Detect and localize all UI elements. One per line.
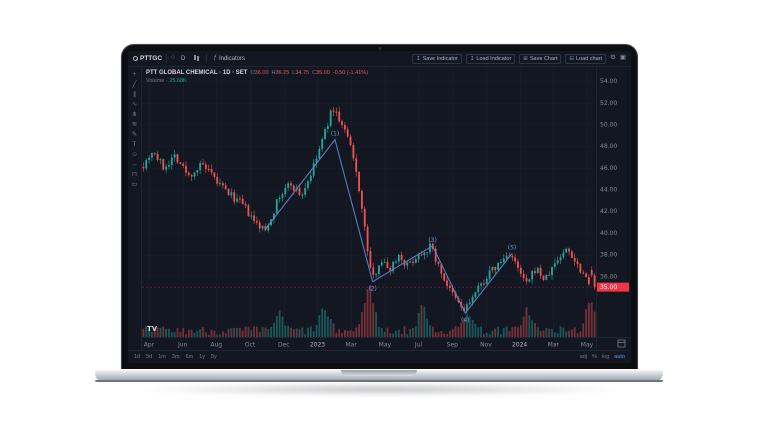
- indicators-button[interactable]: ƒ Indicators: [211, 54, 247, 63]
- laptop-base: [95, 369, 663, 382]
- top-toolbar: PTTGC ○ D ƒ Indicators ↧ Save Indicator ↥ L…: [128, 51, 631, 67]
- load-indicator-button[interactable]: ↥ Load Indicator: [465, 53, 516, 64]
- ohlc-close-label: C: [312, 70, 317, 76]
- laptop-screen: PTTGC ○ D ƒ Indicators ↧ Save Indicator ↥ L…: [121, 44, 638, 369]
- range-1y-button[interactable]: 1y: [199, 354, 205, 360]
- trading-app-window: PTTGC ○ D ƒ Indicators ↧ Save Indicator ↥ L…: [128, 51, 631, 363]
- interval-button[interactable]: D: [180, 55, 186, 62]
- chart-type-button[interactable]: [191, 53, 202, 65]
- load-indicator-icon: ↥: [469, 55, 475, 62]
- brush-tool-icon[interactable]: ✎: [131, 131, 138, 138]
- legend-ohlc-row: PTT GLOBAL CHEMICAL · 1D · SET O36.00 H3…: [146, 69, 368, 78]
- load-chart-button[interactable]: ⊟ Load chart: [565, 53, 607, 64]
- elliott-wave-tool-icon[interactable]: ∿: [131, 101, 138, 108]
- trash-tool-icon[interactable]: ▭: [131, 181, 138, 188]
- save-chart-button[interactable]: ⊞ Save Chart: [519, 53, 562, 64]
- range-5y-button[interactable]: 5y: [210, 354, 217, 360]
- toolbar-right-group: ↧ Save Indicator ↥ Load Indicator ⊞ Save Char…: [412, 53, 626, 64]
- price-change: -0.50 (-1.41%): [332, 70, 368, 76]
- ohlc-open-label: O: [250, 70, 255, 76]
- screenshot-icon[interactable]: ▣: [619, 54, 626, 62]
- fibonacci-tool-icon[interactable]: ≋: [131, 121, 138, 128]
- indicators-label: Indicators: [218, 55, 245, 62]
- save-indicator-label: Save Indicator: [422, 55, 458, 62]
- save-chart-label: Save Chart: [529, 55, 558, 62]
- trend-line-tool-icon[interactable]: ╱: [132, 81, 137, 88]
- clock-icon[interactable]: ○: [171, 54, 175, 62]
- symbol-legend: PTT GLOBAL CHEMICAL · 1D · SET O36.00 H3…: [146, 69, 368, 85]
- bottom-toolbar: 1d 5d 1m 3m 6m 1y 5y adj% log auto: [128, 350, 631, 363]
- save-indicator-button[interactable]: ↧ Save Indicator: [412, 53, 462, 64]
- date-range-selector: 1d 5d 1m 3m 6m 1y 5y: [134, 354, 217, 360]
- text-tool-icon[interactable]: T: [132, 141, 137, 148]
- load-chart-label: Load chart: [576, 55, 603, 62]
- toolbar-left-group: PTTGC ○ D ƒ Indicators: [133, 53, 247, 65]
- range-3m-button[interactable]: 3m: [171, 354, 180, 360]
- ohlc-close-value: 35.00: [316, 70, 330, 76]
- magnet-tool-icon[interactable]: ⊓: [131, 171, 138, 178]
- toolbar-divider: [166, 54, 168, 63]
- range-1m-button[interactable]: 1m: [158, 354, 166, 360]
- range-5d-button[interactable]: 5d: [146, 354, 153, 360]
- save-chart-icon: ⊞: [523, 55, 528, 62]
- pitchfork-tool-icon[interactable]: ⋔: [131, 111, 138, 118]
- symbol-search-button[interactable]: PTTGC: [133, 55, 162, 62]
- range-6m-button[interactable]: 6m: [185, 354, 194, 360]
- ohlc-low-value: 34.75: [295, 70, 310, 76]
- chart-area[interactable]: PTT GLOBAL CHEMICAL · 1D · SET O36.00 H3…: [142, 67, 631, 350]
- volume-value: 25.68K: [169, 77, 187, 84]
- volume-label: Volume: [146, 77, 165, 84]
- price-chart-canvas[interactable]: [142, 67, 631, 350]
- symbol-title[interactable]: PTT GLOBAL CHEMICAL · 1D · SET: [146, 70, 248, 76]
- scale-log-button[interactable]: log: [601, 354, 610, 360]
- range-1d-button[interactable]: 1d: [134, 354, 141, 360]
- symbol-ticker: PTTGC: [140, 55, 163, 62]
- settings-icon[interactable]: ⚙: [610, 54, 616, 62]
- toolbar-divider: [206, 54, 208, 63]
- scale-auto-button[interactable]: auto: [614, 354, 625, 360]
- ohlc-low-label: L: [292, 70, 296, 76]
- scale-adj-button[interactable]: adj: [579, 354, 588, 360]
- ohlc-high-value: 36.25: [275, 70, 290, 76]
- drawing-toolbar: + ╱ ∥ ∿ ⋔ ≋ ✎ T ☺ ↔ ⊓ ▭: [128, 67, 142, 350]
- laptop-base-edge: [95, 380, 663, 382]
- scale-percent-button[interactable]: %: [592, 354, 597, 360]
- scale-options: adj% log auto: [580, 354, 625, 360]
- ohlc-open-value: 36.00: [254, 70, 269, 76]
- emoji-tool-icon[interactable]: ☺: [131, 151, 138, 158]
- indicators-icon: ƒ: [213, 54, 217, 62]
- channel-tool-icon[interactable]: ∥: [132, 91, 137, 98]
- crosshair-tool-icon[interactable]: +: [132, 71, 137, 78]
- ohlc-high-label: H: [271, 70, 276, 76]
- laptop-notch: [341, 370, 417, 376]
- load-indicator-label: Load Indicator: [476, 55, 512, 62]
- load-chart-icon: ⊟: [569, 55, 575, 62]
- save-indicator-icon: ↧: [416, 55, 421, 62]
- search-icon: [133, 56, 138, 61]
- workspace: + ╱ ∥ ∿ ⋔ ≋ ✎ T ☺ ↔ ⊓ ▭ PTT GLOBAL CHEMICAL · 1D · …: [128, 67, 631, 350]
- webcam-dot: [378, 47, 381, 50]
- legend-volume-row: Volume · 25.68K: [146, 77, 187, 84]
- laptop-shadow: [140, 383, 620, 396]
- candlestick-icon: [193, 54, 200, 62]
- ruler-tool-icon[interactable]: ↔: [131, 161, 138, 168]
